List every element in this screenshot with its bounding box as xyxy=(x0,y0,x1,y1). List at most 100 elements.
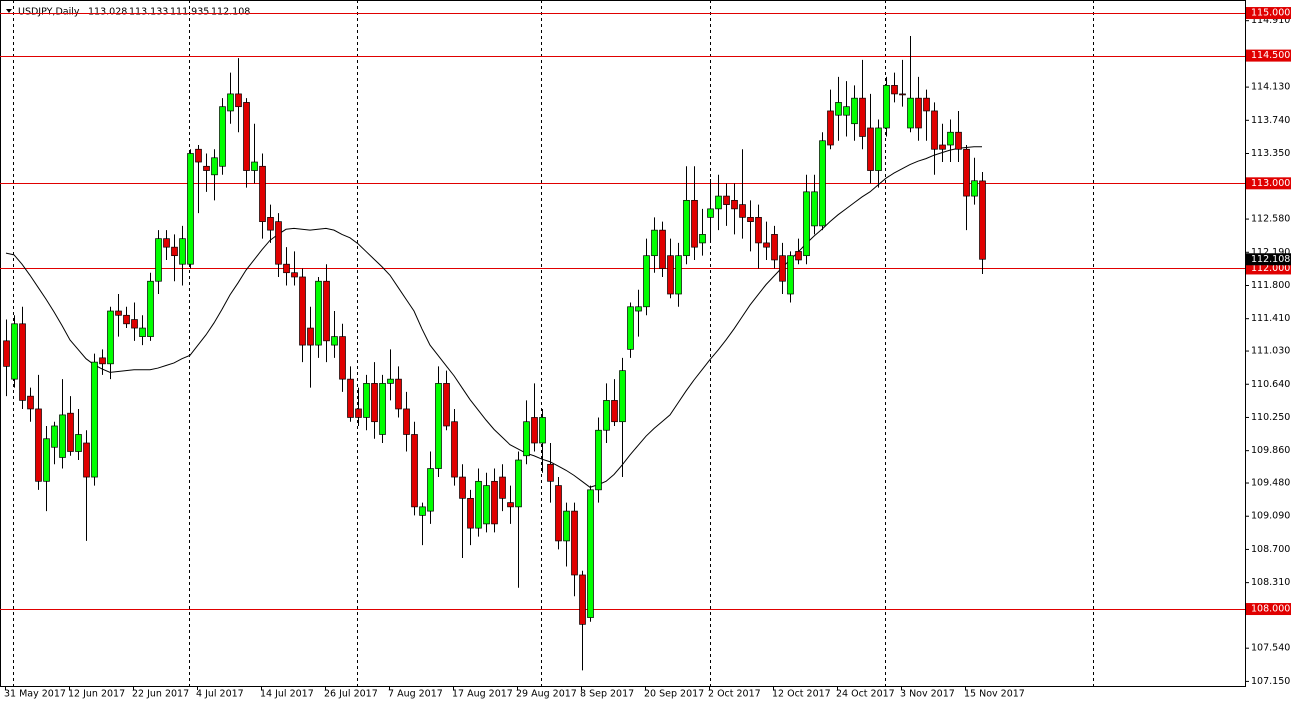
candle-body xyxy=(763,242,770,248)
candle-body xyxy=(875,127,882,171)
candle-body xyxy=(195,148,202,163)
x-tick-label: 2 Oct 2017 xyxy=(708,689,761,700)
candle-body xyxy=(131,319,138,329)
candle-body xyxy=(547,463,554,482)
candle-body xyxy=(955,131,962,150)
candle-body xyxy=(75,434,82,452)
candle-body xyxy=(491,480,498,525)
candle-body xyxy=(603,400,610,431)
candle-body xyxy=(499,476,506,499)
y-tick-label: 114.130 xyxy=(1251,82,1290,93)
moving-average xyxy=(5,146,982,488)
candle-body xyxy=(99,357,106,365)
candle-body xyxy=(963,148,970,197)
level-label: 112.000 xyxy=(1251,263,1290,274)
menu-arrow xyxy=(6,9,12,13)
y-tick-label: 107.150 xyxy=(1251,676,1290,687)
candle-body xyxy=(907,97,914,129)
candle-body xyxy=(611,400,618,423)
candle-body xyxy=(595,429,602,491)
y-tick-label: 108.310 xyxy=(1251,577,1290,588)
x-tick-label: 17 Aug 2017 xyxy=(452,689,513,700)
y-tick-label: 111.030 xyxy=(1251,346,1290,357)
candle-body xyxy=(851,97,858,125)
x-tick-label: 29 Aug 2017 xyxy=(516,689,577,700)
candle-body xyxy=(475,480,482,529)
candle-body xyxy=(467,497,474,529)
candle-body xyxy=(627,306,634,350)
x-tick-label: 4 Jul 2017 xyxy=(196,689,244,700)
candle-body xyxy=(827,110,834,146)
candle-body xyxy=(139,327,146,337)
candle-body xyxy=(419,506,426,516)
candle-body xyxy=(939,144,946,150)
candle-body xyxy=(483,485,490,525)
plot-frame xyxy=(0,0,1246,687)
candle-body xyxy=(643,255,650,308)
candle-body xyxy=(739,204,746,218)
level-label: 113.000 xyxy=(1251,178,1290,189)
y-tick-label: 112.190 xyxy=(1251,247,1290,258)
candle-body xyxy=(11,323,18,380)
candle-body xyxy=(531,417,538,444)
candle-body xyxy=(899,93,906,96)
level-label-box xyxy=(1246,49,1291,62)
y-tick-label: 110.640 xyxy=(1251,379,1290,390)
x-tick-label: 31 May 2017 xyxy=(4,689,66,700)
candle-body xyxy=(227,93,234,112)
candle-body xyxy=(811,191,818,227)
candle-body xyxy=(411,434,418,508)
candle-body xyxy=(3,340,10,367)
candle-body xyxy=(259,165,266,222)
candle-body xyxy=(155,238,162,282)
header-close: 112.108 xyxy=(211,7,250,18)
candle-body xyxy=(323,280,330,342)
candle-body xyxy=(771,234,778,261)
candle-body xyxy=(971,180,978,197)
candle-body xyxy=(707,208,714,218)
candle-body xyxy=(435,383,442,469)
candle-body xyxy=(395,378,402,410)
candle-body xyxy=(979,180,986,260)
candle-body xyxy=(51,425,58,448)
candle-body xyxy=(403,408,410,435)
x-tick-label: 3 Nov 2017 xyxy=(900,689,955,700)
level-label-box xyxy=(1246,262,1291,275)
candle-body xyxy=(443,383,450,427)
x-tick-label: 12 Oct 2017 xyxy=(772,689,831,700)
price-label-box xyxy=(1246,253,1291,266)
candle-body xyxy=(515,459,522,508)
candle-body xyxy=(123,314,130,325)
candle-body xyxy=(315,280,322,346)
candle-body xyxy=(355,408,362,418)
candle-body xyxy=(91,361,98,478)
x-tick-label: 7 Aug 2017 xyxy=(388,689,443,700)
candle-body xyxy=(883,85,890,129)
x-tick-label: 22 Jun 2017 xyxy=(132,689,189,700)
y-tick-label: 108.700 xyxy=(1251,544,1290,555)
candle-body xyxy=(563,510,570,542)
level-label-box xyxy=(1246,603,1291,616)
candle-body xyxy=(163,238,170,248)
candle-body xyxy=(507,502,514,508)
x-tick-label: 20 Sep 2017 xyxy=(644,689,704,700)
candle-body xyxy=(115,310,122,316)
candle-body xyxy=(251,161,258,171)
candle-body xyxy=(779,255,786,282)
candle-body xyxy=(819,140,826,227)
candle-body xyxy=(147,280,154,337)
x-tick-label: 15 Nov 2017 xyxy=(964,689,1025,700)
y-tick-label: 112.580 xyxy=(1251,214,1290,225)
level-label: 108.000 xyxy=(1251,604,1290,615)
header-high: 113.133 xyxy=(129,7,168,18)
candle-body xyxy=(859,97,866,137)
candle-body xyxy=(283,263,290,274)
level-label-box xyxy=(1246,7,1291,20)
chart-title: USDJPY,Daily xyxy=(18,7,80,18)
y-tick-label: 109.090 xyxy=(1251,511,1290,522)
candle-body xyxy=(571,510,578,576)
candle-body xyxy=(915,97,922,129)
x-tick-label: 26 Jul 2017 xyxy=(324,689,378,700)
